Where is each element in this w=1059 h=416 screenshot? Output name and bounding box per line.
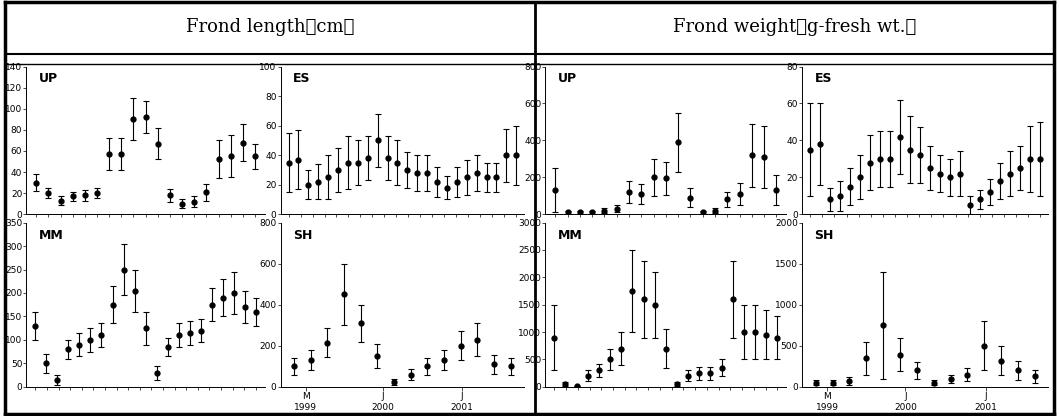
Text: UP: UP [557, 72, 576, 85]
Text: ES: ES [292, 72, 310, 85]
Text: MM: MM [38, 229, 64, 242]
Text: ES: ES [814, 72, 832, 85]
Text: UP: UP [38, 72, 57, 85]
Text: MM: MM [557, 229, 582, 242]
Text: Frond length（cm）: Frond length（cm） [186, 18, 354, 36]
Text: SH: SH [814, 229, 833, 242]
Text: SH: SH [292, 229, 312, 242]
Text: Frond weight（g-fresh wt.）: Frond weight（g-fresh wt.） [672, 18, 916, 36]
